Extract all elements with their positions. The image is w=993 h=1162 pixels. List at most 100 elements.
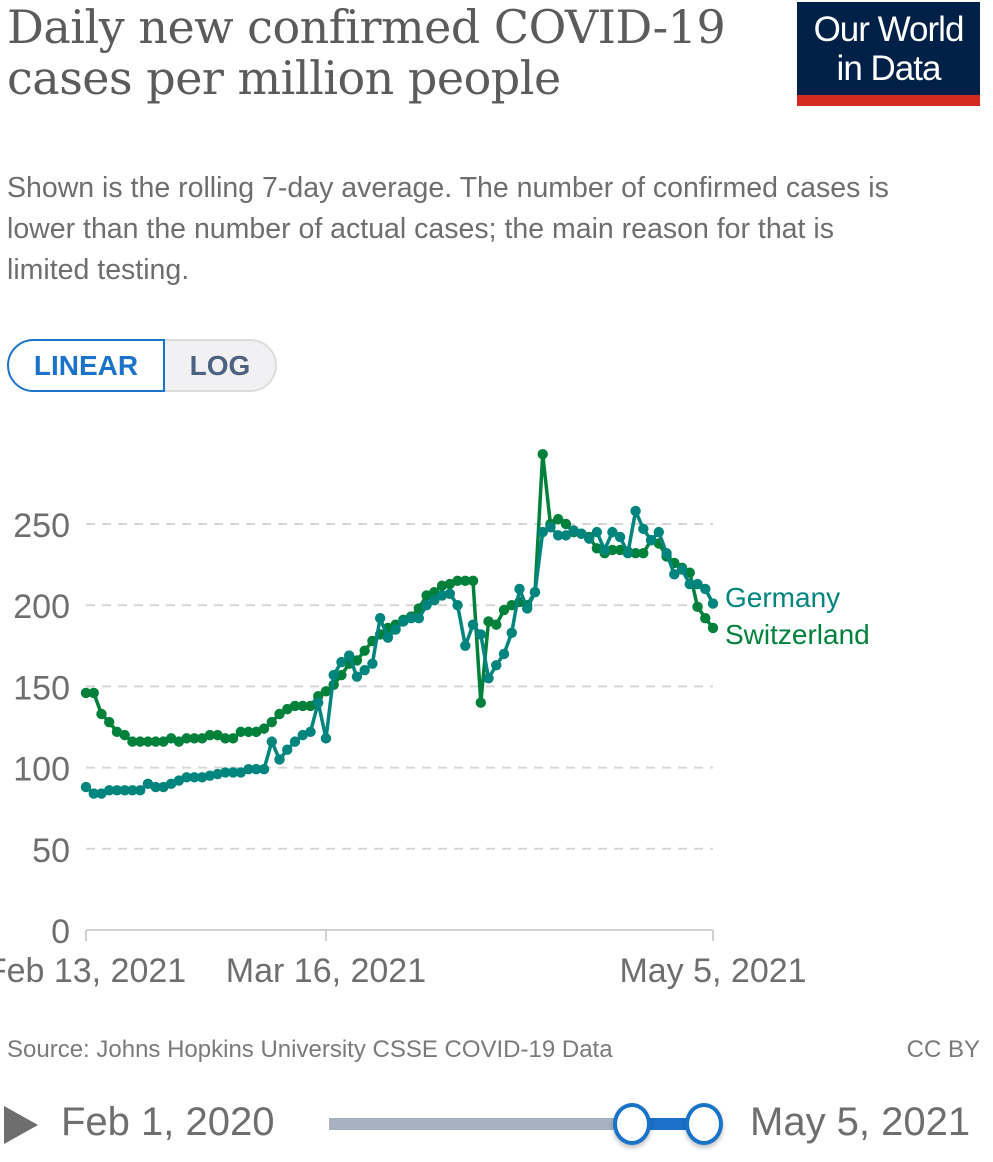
y-tick-label: 200 bbox=[13, 588, 70, 626]
data-point-germany bbox=[80, 781, 92, 793]
data-point-switzerland bbox=[96, 708, 107, 720]
data-point-germany bbox=[351, 671, 363, 682]
data-point-germany bbox=[653, 526, 665, 538]
y-tick-label: 150 bbox=[13, 669, 70, 707]
data-point-switzerland bbox=[436, 580, 448, 591]
data-point-switzerland bbox=[104, 716, 115, 728]
data-point-germany bbox=[583, 533, 595, 544]
y-tick-label: 0 bbox=[51, 913, 70, 951]
data-point-switzerland bbox=[460, 575, 471, 587]
data-point-germany bbox=[638, 523, 649, 535]
data-point-germany bbox=[336, 656, 347, 668]
data-point-germany bbox=[320, 733, 332, 744]
logo-red-bar bbox=[797, 95, 980, 106]
data-point-germany bbox=[529, 587, 541, 598]
log-scale-button[interactable]: LOG bbox=[165, 339, 277, 392]
owid-logo[interactable]: Our World in Data bbox=[797, 2, 980, 106]
data-point-germany bbox=[421, 600, 432, 611]
data-point-switzerland bbox=[700, 612, 711, 624]
data-point-germany bbox=[692, 578, 703, 590]
scale-toggle: LINEAR LOG bbox=[7, 339, 277, 396]
data-point-switzerland bbox=[266, 716, 277, 728]
data-point-switzerland bbox=[552, 513, 564, 525]
data-point-germany bbox=[367, 658, 378, 669]
data-point-germany bbox=[359, 664, 370, 676]
data-point-germany bbox=[343, 650, 355, 661]
data-point-germany bbox=[227, 767, 239, 778]
x-tick-label: Feb 13, 2021 bbox=[0, 952, 186, 990]
data-point-germany bbox=[150, 781, 161, 793]
series-line-switzerland bbox=[86, 452, 715, 744]
data-point-switzerland bbox=[707, 622, 719, 634]
data-point-germany bbox=[552, 530, 564, 541]
data-point-germany bbox=[111, 785, 123, 796]
timeline-start-label: Feb 1, 2020 bbox=[61, 1100, 275, 1144]
data-point-switzerland bbox=[630, 548, 641, 559]
data-point-switzerland bbox=[181, 733, 192, 744]
data-point-germany bbox=[251, 764, 262, 775]
source-note[interactable]: Source: Johns Hopkins University CSSE CO… bbox=[7, 1036, 613, 1063]
data-point-germany bbox=[220, 767, 231, 778]
data-point-germany bbox=[700, 583, 711, 595]
data-point-switzerland bbox=[235, 726, 247, 738]
timeline-start-handle[interactable] bbox=[613, 1103, 651, 1145]
data-point-switzerland bbox=[320, 686, 332, 697]
data-point-germany bbox=[258, 764, 270, 775]
data-point-germany bbox=[607, 526, 618, 538]
timeline-end-handle[interactable] bbox=[685, 1103, 723, 1145]
data-point-switzerland bbox=[297, 700, 308, 712]
y-tick-label: 250 bbox=[13, 507, 70, 545]
data-point-germany bbox=[181, 772, 192, 783]
data-point-germany bbox=[661, 548, 672, 559]
data-point-switzerland bbox=[80, 687, 92, 699]
data-point-germany bbox=[104, 785, 115, 796]
data-point-germany bbox=[119, 785, 130, 796]
data-point-switzerland bbox=[560, 518, 572, 530]
data-point-germany bbox=[545, 522, 556, 533]
data-point-germany bbox=[305, 726, 316, 738]
data-point-germany bbox=[390, 624, 401, 635]
timeline-track[interactable] bbox=[329, 1118, 639, 1130]
data-point-germany bbox=[196, 772, 208, 783]
data-point-switzerland bbox=[243, 726, 254, 738]
data-point-switzerland bbox=[537, 448, 548, 460]
data-point-germany bbox=[460, 640, 471, 651]
data-point-switzerland bbox=[127, 736, 138, 747]
chart-subtitle: Shown is the rolling 7-day average. The … bbox=[7, 172, 889, 286]
x-tick-label: May 5, 2021 bbox=[619, 952, 806, 990]
data-point-germany bbox=[189, 772, 200, 783]
data-point-switzerland bbox=[119, 729, 130, 741]
data-point-germany bbox=[405, 612, 417, 624]
data-point-germany bbox=[645, 535, 657, 546]
data-point-germany bbox=[537, 526, 548, 538]
data-point-germany bbox=[506, 627, 517, 639]
data-point-switzerland bbox=[142, 736, 154, 747]
data-point-germany bbox=[444, 588, 456, 600]
data-point-germany bbox=[622, 548, 634, 559]
data-point-switzerland bbox=[475, 697, 486, 708]
linear-scale-button[interactable]: LINEAR bbox=[7, 339, 165, 392]
data-point-switzerland bbox=[150, 736, 161, 747]
data-point-germany bbox=[328, 669, 339, 681]
data-point-germany bbox=[134, 785, 146, 796]
data-point-germany bbox=[243, 764, 254, 775]
play-icon[interactable] bbox=[4, 1106, 38, 1144]
y-tick-label: 100 bbox=[13, 751, 70, 789]
data-point-germany bbox=[514, 583, 525, 595]
data-point-switzerland bbox=[607, 544, 618, 556]
data-point-switzerland bbox=[467, 575, 479, 587]
logo-line-2: in Data bbox=[836, 49, 942, 88]
data-point-switzerland bbox=[692, 601, 703, 613]
data-point-germany bbox=[266, 736, 277, 747]
timeline: Feb 1, 2020 May 5, 2021 bbox=[0, 1090, 993, 1160]
data-point-germany bbox=[429, 595, 440, 606]
data-point-germany bbox=[522, 603, 533, 614]
data-point-switzerland bbox=[189, 733, 200, 744]
data-point-switzerland bbox=[274, 708, 285, 720]
license-link[interactable]: CC BY bbox=[906, 1036, 980, 1063]
data-point-switzerland bbox=[452, 575, 463, 587]
data-point-germany bbox=[282, 744, 293, 755]
data-point-germany bbox=[483, 673, 494, 684]
y-tick-label: 50 bbox=[32, 832, 70, 870]
data-point-switzerland bbox=[258, 723, 270, 734]
